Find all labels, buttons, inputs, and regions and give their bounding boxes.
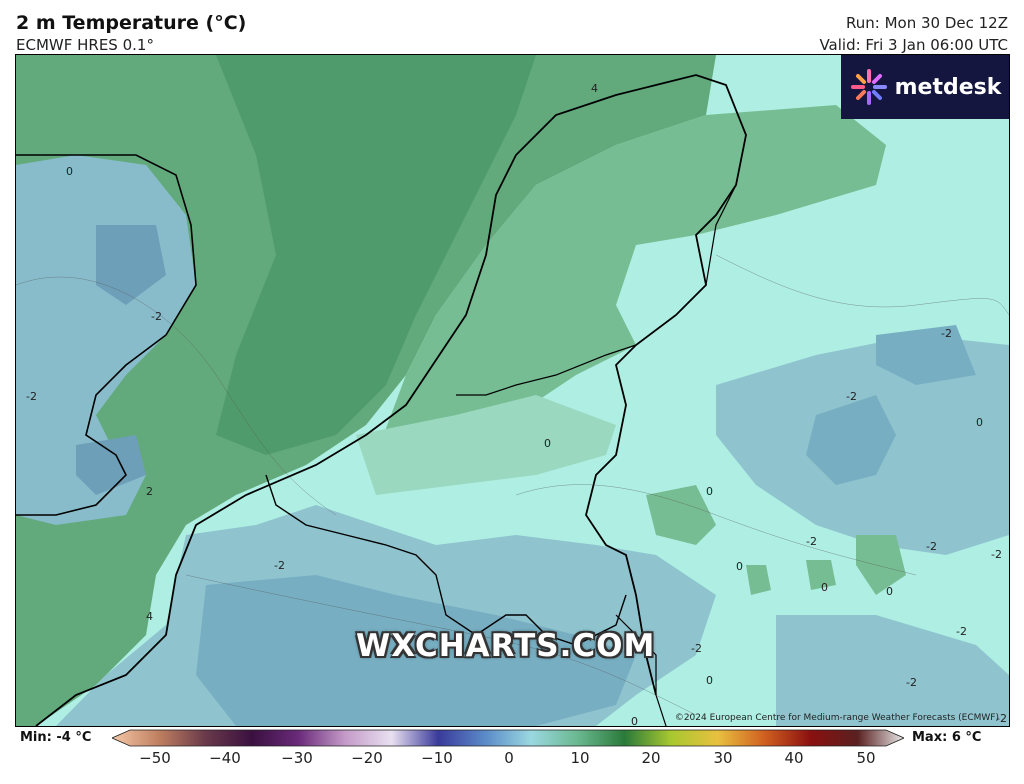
contour-label: 0 xyxy=(544,437,551,450)
south-cold-region xyxy=(776,615,1009,726)
border-nl-de xyxy=(456,184,737,396)
contour-line xyxy=(515,484,917,576)
france-colder-region xyxy=(196,575,636,726)
belgium-mild-region xyxy=(356,395,616,495)
contour-label: -2 xyxy=(906,676,917,689)
contour-label: -2 xyxy=(996,712,1007,725)
contour-label: 4 xyxy=(591,82,598,95)
run-time: Run: Mon 30 Dec 12Z xyxy=(846,14,1008,32)
metdesk-sparkle-icon xyxy=(850,69,887,105)
contour-label: -2 xyxy=(956,625,967,638)
colorbar-tick-label: −10 xyxy=(421,749,453,767)
colorbar-tick-label: 40 xyxy=(784,749,804,767)
border-be-fr xyxy=(265,474,627,646)
germany-cold-blob xyxy=(876,325,976,385)
contour-line xyxy=(715,254,1009,316)
colorbar-tick-label: 10 xyxy=(570,749,590,767)
colorbar-tick-label: −40 xyxy=(209,749,241,767)
contour-label: -2 xyxy=(846,390,857,403)
contour-label: 0 xyxy=(66,165,73,178)
colorbar-max-label: Max: 6 °C xyxy=(912,730,982,745)
contour-line xyxy=(185,574,697,716)
contour-label: 0 xyxy=(736,560,743,573)
metdesk-logo-text: metdesk xyxy=(894,74,1002,100)
contour-label: 2 xyxy=(146,485,153,498)
warm-blob-2 xyxy=(856,535,906,595)
contour-label: -2 xyxy=(941,327,952,340)
contour-label: -2 xyxy=(806,535,817,548)
contour-label: -2 xyxy=(691,642,702,655)
colorbar-tick-label: 20 xyxy=(641,749,661,767)
contour-label: 0 xyxy=(821,581,828,594)
chart-title: 2 m Temperature (°C) xyxy=(16,12,247,34)
model-name: ECMWF HRES 0.1° xyxy=(16,36,154,54)
colorbar-gradient xyxy=(112,729,904,747)
contour-label: 4 xyxy=(146,610,153,623)
metdesk-logo: metdesk xyxy=(841,55,1009,119)
warm-blob-1 xyxy=(646,485,716,545)
sea-core-region xyxy=(216,55,536,455)
colorbar xyxy=(112,728,904,748)
uk-cold-core-2 xyxy=(76,435,146,495)
contour-label: -2 xyxy=(151,310,162,323)
germany-colder-region xyxy=(806,395,896,485)
colorbar-tick-label: −50 xyxy=(139,749,171,767)
coastline xyxy=(35,74,747,726)
colorbar-min-label: Min: -4 °C xyxy=(20,730,92,745)
contour-label: 0 xyxy=(976,416,983,429)
contour-label: 0 xyxy=(706,485,713,498)
colorbar-tick-label: 0 xyxy=(504,749,514,767)
border-de-fr xyxy=(615,614,667,726)
colorbar-tick-label: −30 xyxy=(281,749,313,767)
colorbar-ticks: −50 −40 −30 −20 −10 0 10 20 30 40 50 xyxy=(0,749,1024,779)
valid-time: Valid: Fri 3 Jan 06:00 UTC xyxy=(819,36,1008,54)
coastal-warm-region xyxy=(376,105,886,455)
uk-coastline xyxy=(16,154,197,516)
contour-label: -2 xyxy=(274,559,285,572)
contour-label: -2 xyxy=(26,390,37,403)
wxcharts-watermark: WXCHARTS.COM xyxy=(356,628,656,664)
copyright-notice: ©2024 European Centre for Medium-range W… xyxy=(674,713,999,723)
contour-label: 0 xyxy=(886,585,893,598)
uk-cold-core xyxy=(96,225,166,305)
warm-blob-3 xyxy=(746,565,771,595)
colorbar-tick-label: −20 xyxy=(351,749,383,767)
warm-blob-4 xyxy=(806,560,836,590)
contour-label: 0 xyxy=(631,715,638,726)
colorbar-tick-label: 50 xyxy=(856,749,876,767)
contour-label: -2 xyxy=(991,548,1002,561)
contour-label: 0 xyxy=(706,674,713,687)
colorbar-tick-label: 30 xyxy=(713,749,733,767)
contour-label: -2 xyxy=(926,540,937,553)
